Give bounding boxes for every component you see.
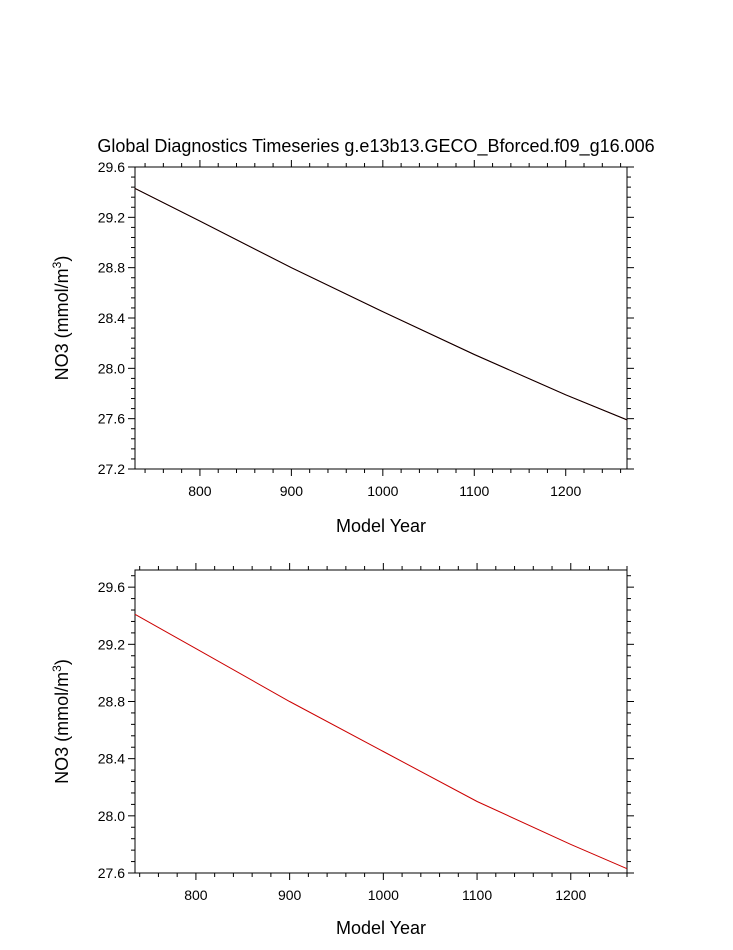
y-tick-label: 29.6 <box>98 159 125 175</box>
bottom-x-axis-label: Model Year <box>336 918 426 938</box>
y-tick-label: 27.6 <box>98 865 125 881</box>
y-tick-label: 28.4 <box>98 310 125 326</box>
x-tick-label: 1200 <box>550 483 581 499</box>
bottom-y-axis-label-close: ) <box>52 659 72 665</box>
x-tick-label: 900 <box>280 483 304 499</box>
y-tick-label: 27.2 <box>98 461 125 477</box>
bottom-panel: 800 900 1000 1100 1200 27.6 28.0 28.4 28.8 29.2 29… <box>50 563 634 938</box>
y-tick-label: 28.0 <box>98 360 125 376</box>
bottom-y-axis-label: NO3 (mmol/m3) <box>50 659 72 784</box>
series-line <box>134 187 628 421</box>
y-tick-label: 28.8 <box>98 260 125 276</box>
x-tick-label: 900 <box>278 887 302 903</box>
bottom-plot-frame <box>134 569 628 874</box>
chart-title: Global Diagnostics Timeseries g.e13b13.G… <box>97 136 654 157</box>
y-tick-label: 27.6 <box>98 411 125 427</box>
bottom-ticks <box>128 563 634 880</box>
bottom-tick-labels: 800 900 1000 1100 1200 27.6 28.0 28.4 28.8 29.2 29… <box>98 579 587 903</box>
series-line <box>134 613 628 870</box>
bottom-series <box>134 613 628 870</box>
x-tick-label: 800 <box>184 887 208 903</box>
top-y-axis-label-sup: 3 <box>50 261 64 268</box>
y-tick-label: 28.8 <box>98 693 125 709</box>
series-line <box>134 187 628 421</box>
top-ticks <box>128 160 634 476</box>
top-x-axis-label: Model Year <box>336 516 426 536</box>
bottom-y-axis-label-sup: 3 <box>50 665 64 672</box>
top-y-axis-label-close: ) <box>52 256 72 262</box>
bottom-y-axis-label-main: NO3 (mmol/m <box>52 672 72 784</box>
y-tick-label: 29.2 <box>98 209 125 225</box>
y-tick-label: 29.2 <box>98 636 125 652</box>
x-tick-label: 1100 <box>462 887 492 903</box>
x-tick-label: 800 <box>188 483 212 499</box>
y-tick-label: 28.4 <box>98 751 125 767</box>
x-tick-label: 1000 <box>367 483 398 499</box>
x-tick-label: 1200 <box>555 887 586 903</box>
top-y-axis-label: NO3 (mmol/m3) <box>50 256 72 381</box>
top-series <box>134 187 628 421</box>
x-tick-label: 1000 <box>368 887 399 903</box>
y-tick-label: 29.6 <box>98 579 125 595</box>
x-tick-label: 1100 <box>459 483 489 499</box>
y-tick-label: 28.0 <box>98 808 125 824</box>
top-tick-labels: 800 900 1000 1100 1200 27.2 27.6 28.0 28.4 28.8 29… <box>98 159 582 499</box>
top-panel: 800 900 1000 1100 1200 27.2 27.6 28.0 28.4 28.8 29… <box>50 159 634 536</box>
top-y-axis-label-main: NO3 (mmol/m <box>52 268 72 380</box>
top-plot-frame <box>134 166 628 470</box>
